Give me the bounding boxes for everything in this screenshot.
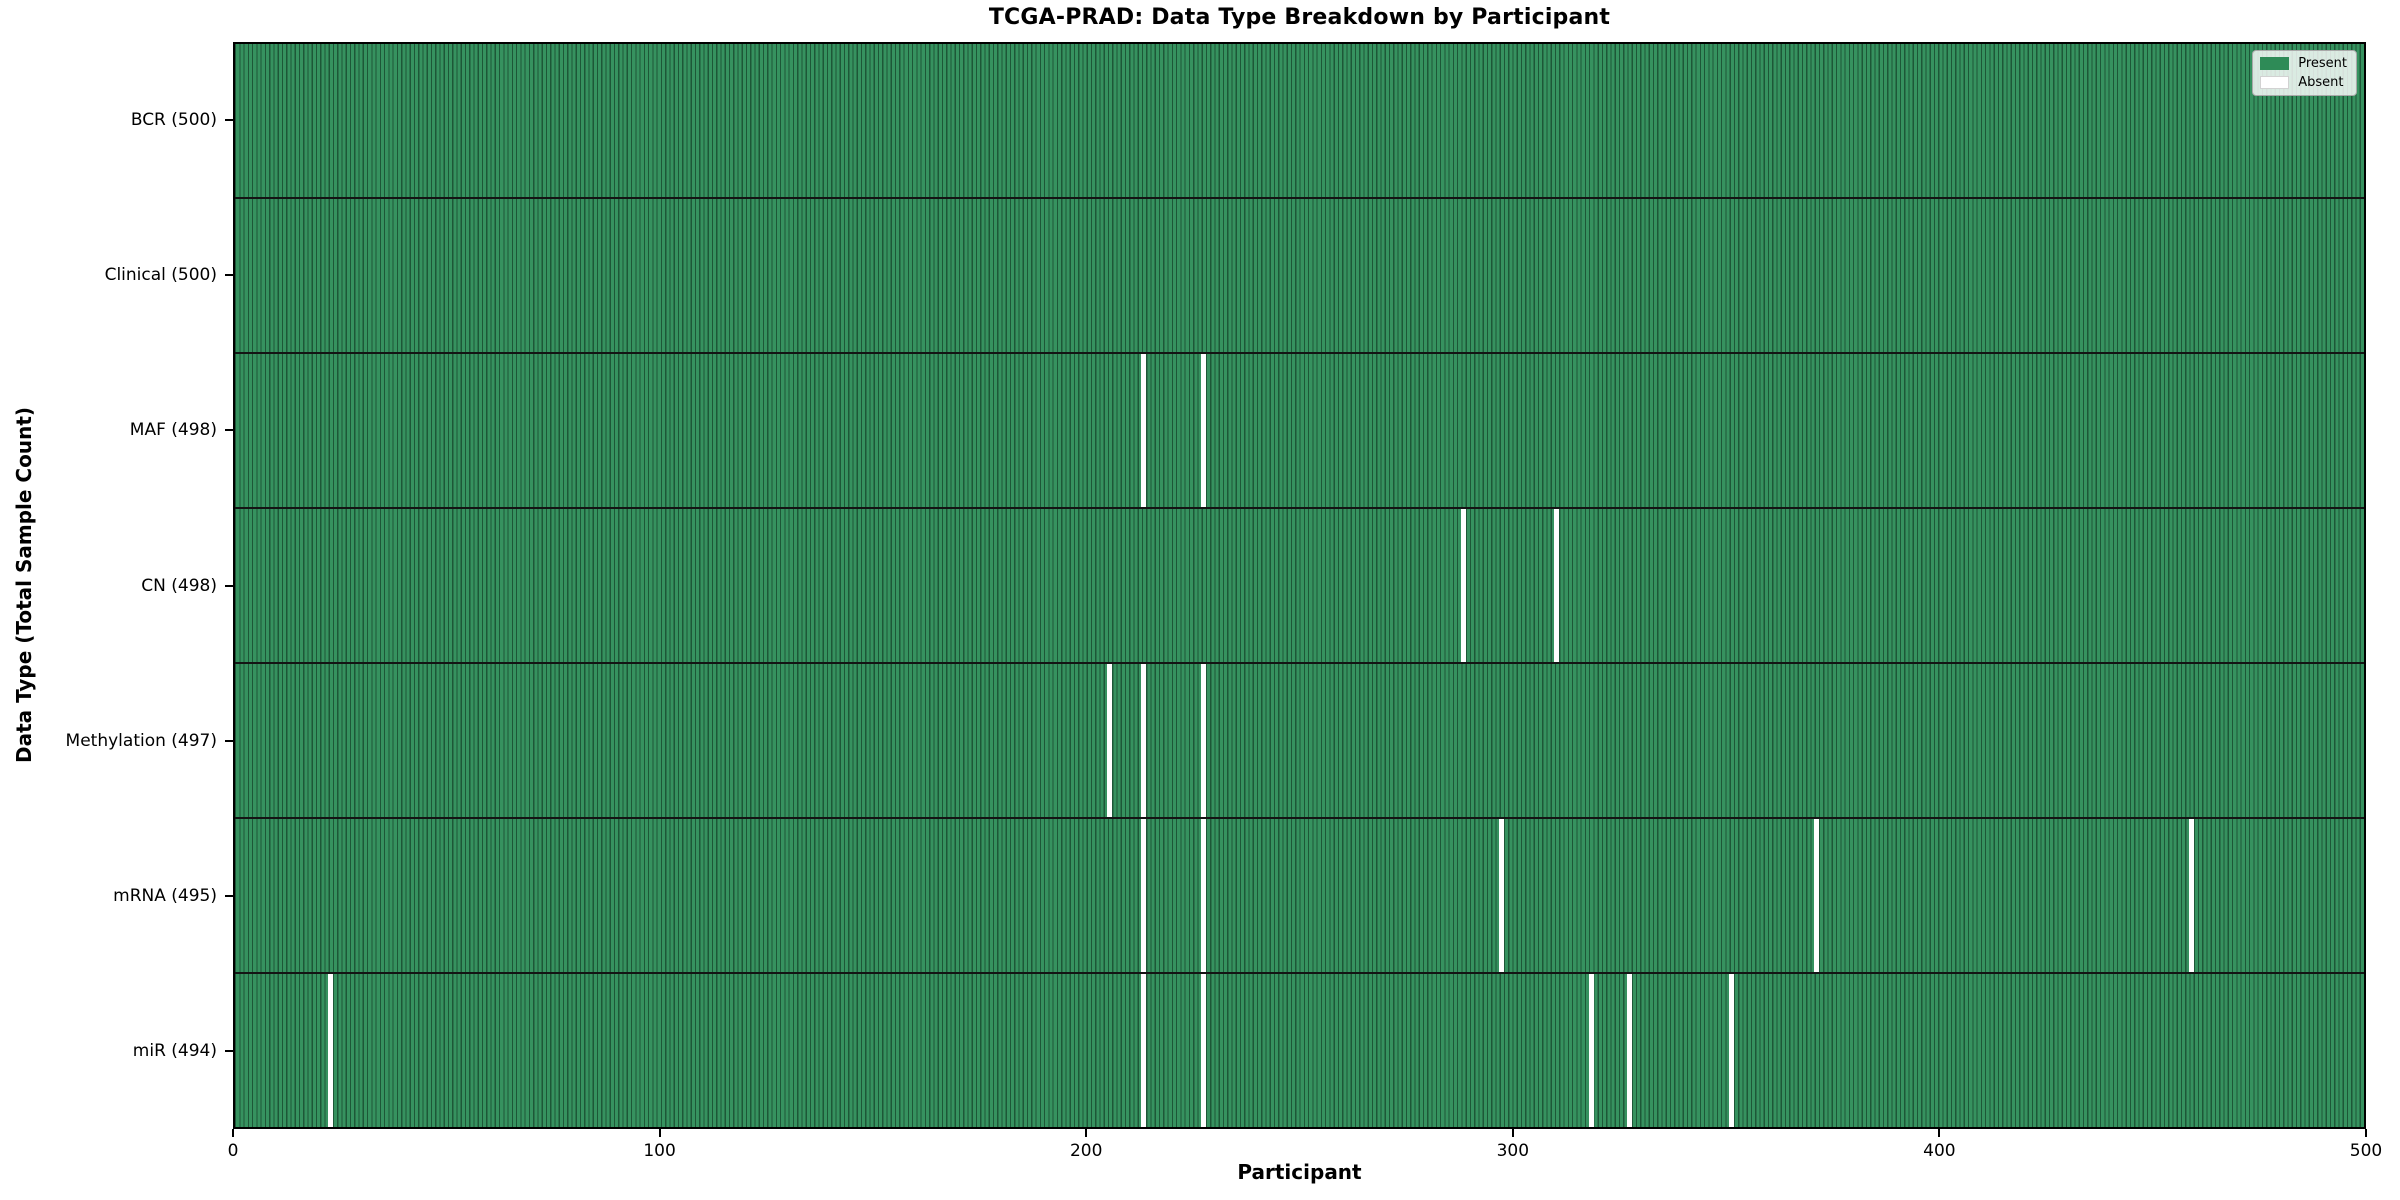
y-tick-mark — [225, 1050, 233, 1053]
data-row-methylation-497 — [235, 664, 2364, 819]
absent-gap — [1626, 974, 1632, 1127]
y-tick-mark — [225, 118, 233, 121]
absent-gap — [1107, 664, 1113, 817]
x-tick-mark — [2365, 1129, 2367, 1137]
x-tick-label-400: 400 — [1923, 1141, 1956, 1161]
y-tick-mark — [225, 739, 233, 742]
x-tick-label-500: 500 — [2349, 1141, 2383, 1161]
y-tick-mark — [225, 429, 233, 432]
absent-gap — [1201, 819, 1207, 972]
absent-gap — [1814, 819, 1820, 972]
absent-gap — [1201, 974, 1207, 1127]
legend-entry-present: Present — [2260, 57, 2347, 70]
data-row-mrna-495 — [235, 819, 2364, 974]
present-swatch — [2260, 57, 2290, 70]
absent-gap — [1141, 664, 1147, 817]
x-tick-label-0: 0 — [227, 1141, 239, 1161]
data-row-bcr-500 — [235, 44, 2364, 199]
x-tick-mark — [1938, 1129, 1941, 1137]
absent-gap — [1141, 819, 1147, 972]
y-tick-label-maf-498: MAF (498) — [129, 420, 217, 441]
y-tick-label-cn-498: CN (498) — [141, 575, 217, 596]
absent-gap — [1729, 974, 1735, 1127]
absent-gap — [1141, 974, 1147, 1127]
y-tick-label-mrna-495: mRNA (495) — [113, 886, 217, 907]
y-tick-label-mir-494: miR (494) — [132, 1041, 217, 1062]
x-axis-label: Participant — [1237, 1160, 1362, 1184]
legend-entry-absent: Absent — [2260, 76, 2347, 89]
chart-title: TCGA-PRAD: Data Type Breakdown by Partic… — [988, 5, 1611, 30]
absent-gap — [1499, 819, 1505, 972]
x-tick-mark — [232, 1129, 234, 1137]
y-tick-mark — [225, 584, 233, 587]
data-row-mir-494 — [235, 974, 2364, 1127]
data-row-maf-498 — [235, 354, 2364, 509]
x-axis-ticks: 0 100 200 300 400 500 — [228, 1129, 2382, 1169]
absent-gap — [2188, 819, 2194, 972]
plot-area: Present Absent — [233, 42, 2366, 1129]
absent-gap — [1201, 354, 1207, 507]
absent-gap — [1141, 354, 1147, 507]
x-tick-mark — [658, 1129, 661, 1137]
legend-label-absent: Absent — [2298, 75, 2344, 90]
absent-gap — [1460, 509, 1466, 662]
x-tick-label-200: 200 — [1069, 1141, 1103, 1161]
x-tick-mark — [1511, 1129, 1514, 1137]
y-tick-mark — [225, 895, 233, 898]
y-tick-label-bcr-500: BCR (500) — [130, 109, 217, 130]
legend-label-present: Present — [2298, 56, 2347, 71]
absent-gap — [1588, 974, 1594, 1127]
x-tick-label-300: 300 — [1496, 1141, 1530, 1161]
absent-gap — [1554, 509, 1560, 662]
y-tick-label-clinical-500: Clinical (500) — [104, 264, 217, 285]
absent-swatch — [2260, 76, 2290, 89]
absent-gap — [1201, 664, 1207, 817]
y-tick-mark — [225, 273, 233, 276]
data-row-clinical-500 — [235, 199, 2364, 354]
legend: Present Absent — [2252, 50, 2357, 96]
x-tick-label-100: 100 — [643, 1141, 676, 1161]
data-row-cn-498 — [235, 509, 2364, 664]
x-tick-mark — [1085, 1129, 1088, 1137]
absent-gap — [328, 974, 334, 1127]
y-tick-label-methylation-497: Methylation (497) — [65, 730, 217, 751]
y-axis-ticks: BCR (500) Clinical (500) MAF (498) CN (498)… — [0, 42, 233, 1129]
